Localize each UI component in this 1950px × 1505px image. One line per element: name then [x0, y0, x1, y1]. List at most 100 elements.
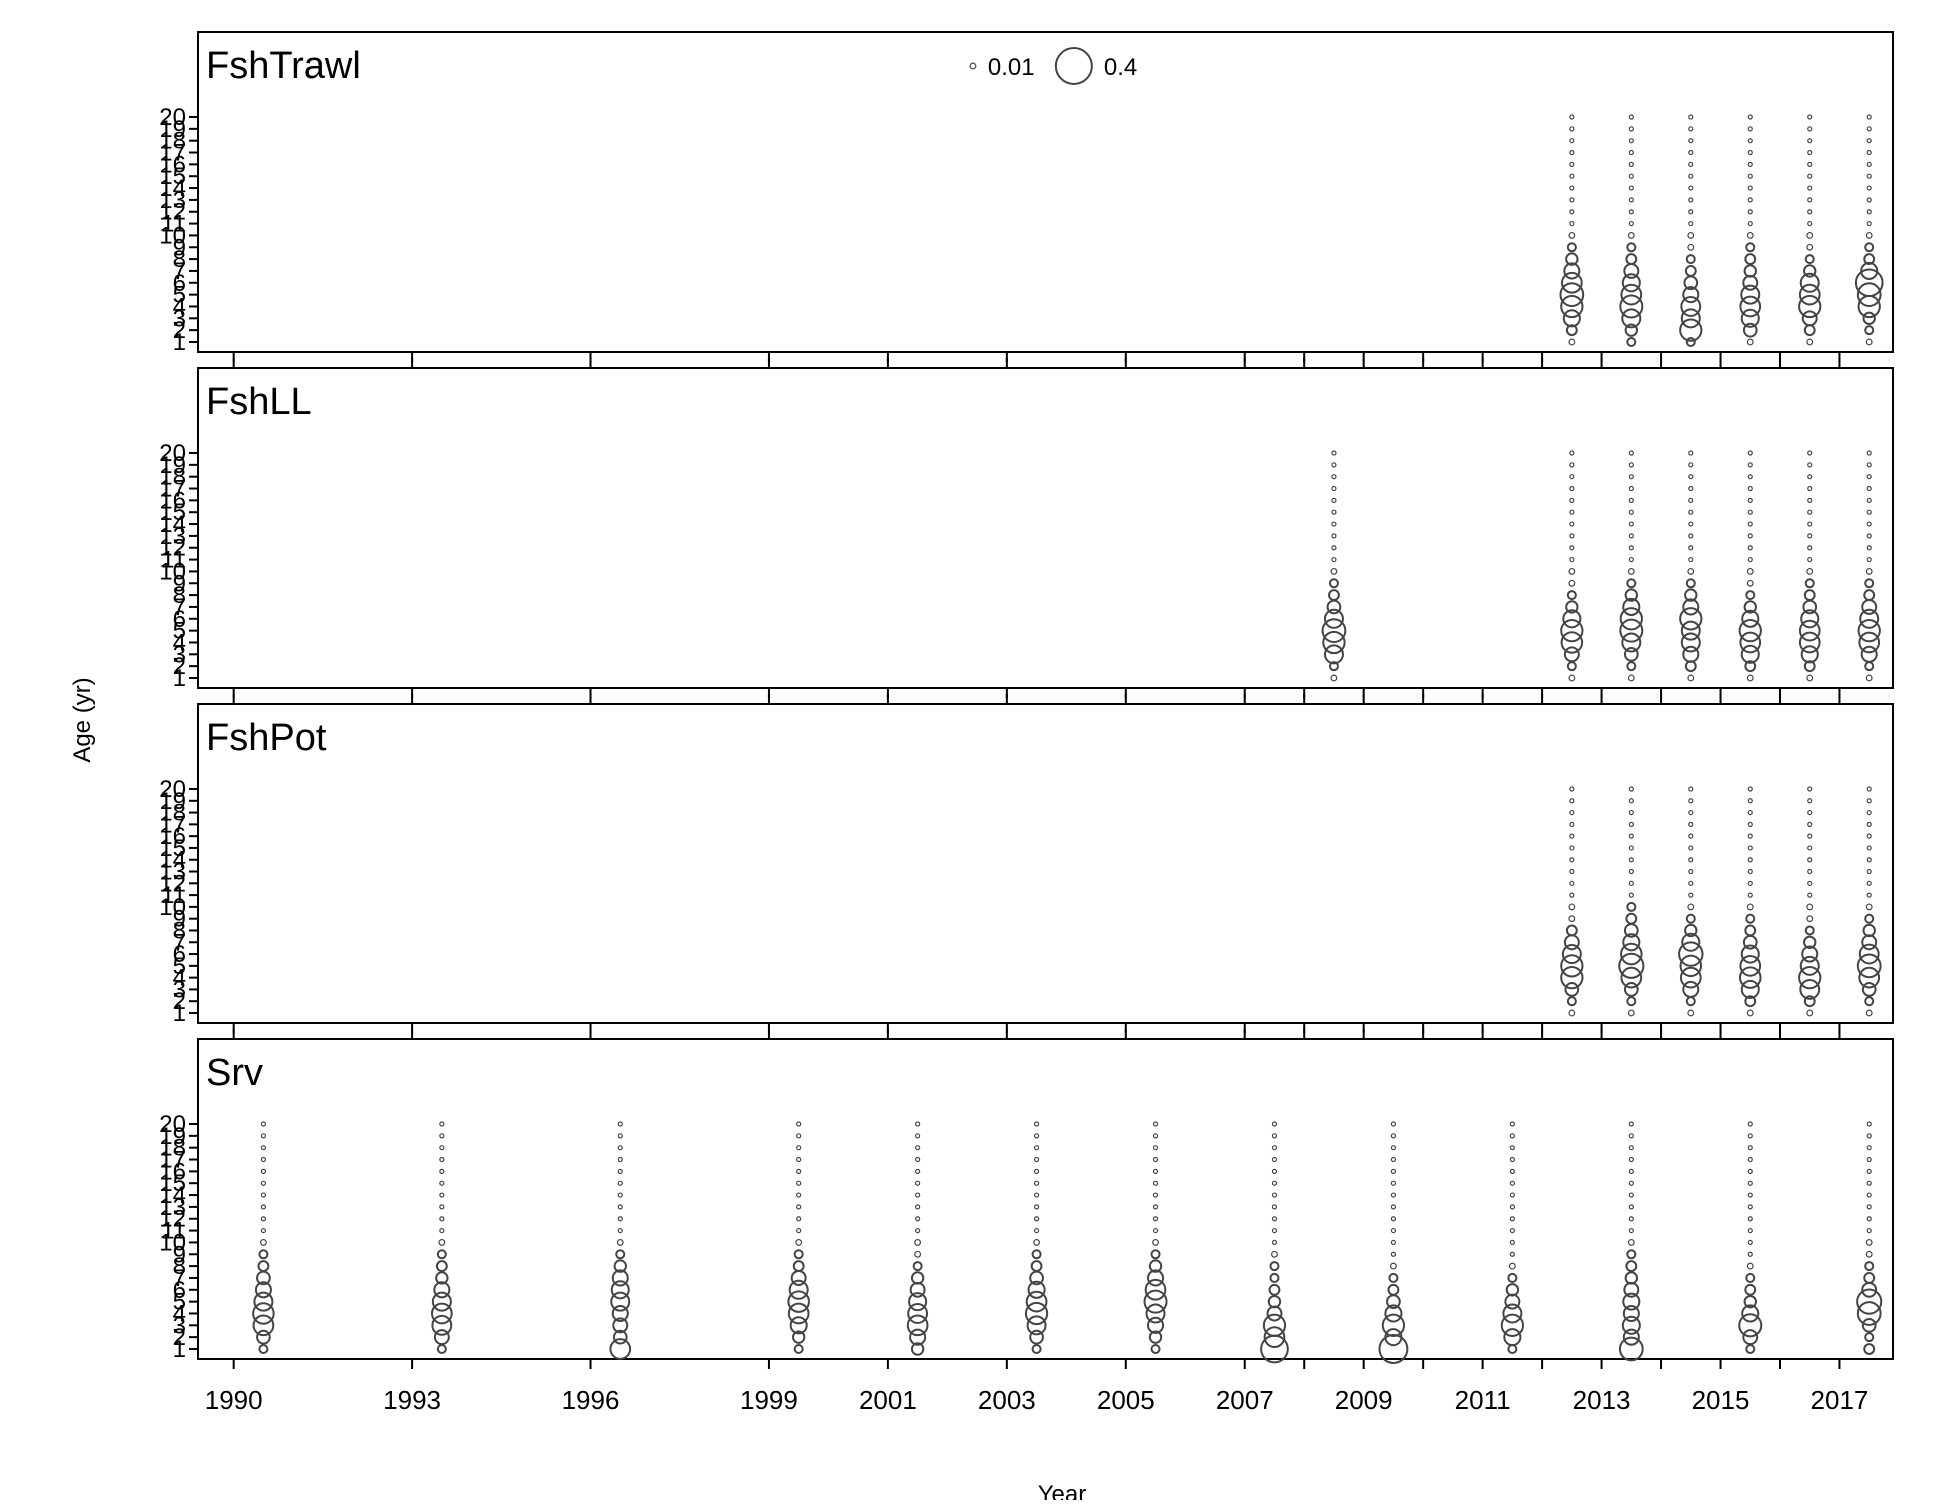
panel-frame: [197, 31, 1894, 353]
y-tick-label: 1: [173, 665, 186, 692]
bubble: [1328, 589, 1340, 602]
bubble: [1688, 880, 1694, 886]
bubble: [1271, 1216, 1278, 1222]
bubble: [1271, 1250, 1278, 1258]
bubble: [439, 1145, 445, 1151]
bubble: [1803, 589, 1816, 602]
bubble: [1803, 995, 1816, 1008]
bubble: [1865, 567, 1873, 575]
bubble: [1628, 880, 1634, 886]
bubble: [1566, 590, 1577, 601]
bubble: [1680, 632, 1701, 653]
bubble: [1569, 173, 1575, 179]
bubble: [1504, 1293, 1521, 1310]
y-tick-label: 6: [173, 606, 186, 633]
bubble: [1807, 138, 1813, 144]
bubble: [1271, 1145, 1278, 1151]
bubble: [1033, 1156, 1040, 1163]
bubble: [1679, 966, 1702, 989]
bubble: [1746, 338, 1754, 346]
bubble: [1033, 1227, 1040, 1234]
bubble: [1866, 868, 1872, 875]
bubble: [1622, 597, 1641, 616]
x-axis-title: Year: [1038, 1481, 1087, 1500]
bubble: [1568, 1009, 1576, 1017]
bubble: [1626, 578, 1637, 589]
bubble: [1688, 462, 1694, 468]
panel-frame: [197, 703, 1894, 1024]
y-tick-label: 20: [159, 104, 186, 131]
bubble: [1864, 913, 1875, 924]
bubble: [791, 1330, 806, 1344]
bubble: [256, 1329, 271, 1345]
bubble: [1865, 1238, 1873, 1246]
bubble: [1626, 336, 1637, 348]
y-tick-label: 19: [159, 1123, 186, 1150]
bubble: [1866, 173, 1872, 179]
bubble: [1807, 798, 1813, 804]
bubble: [1742, 322, 1758, 338]
y-tick-label: 1: [173, 1000, 186, 1027]
bubble: [1688, 892, 1694, 898]
bubble: [1858, 943, 1880, 965]
bubble-column-2014.5: [1679, 114, 1703, 348]
bubble: [1860, 645, 1878, 663]
bubble: [1740, 644, 1760, 664]
bubble: [1687, 231, 1695, 239]
bubble: [617, 1168, 623, 1174]
bubble: [1681, 932, 1701, 952]
bubble: [1747, 1156, 1753, 1163]
bubble: [1150, 1249, 1161, 1260]
bubble: [1628, 126, 1634, 132]
bubble: [1321, 618, 1347, 644]
y-tick-label: 4: [173, 293, 186, 320]
bubble: [1628, 545, 1634, 551]
y-tick-label: 16: [159, 151, 186, 178]
bubble: [796, 1156, 802, 1163]
bubble: [1866, 545, 1872, 551]
bubble: [1807, 809, 1813, 816]
bubble: [1866, 220, 1872, 227]
bubble: [438, 1238, 446, 1246]
y-tick-label: 17: [159, 1147, 186, 1174]
bubble: [1152, 1121, 1159, 1127]
bubble: [1628, 114, 1634, 120]
bubble: [617, 1192, 623, 1198]
bubble: [1682, 645, 1700, 663]
bubble: [1569, 220, 1575, 227]
bubble: [1569, 161, 1575, 167]
bubble: [1688, 149, 1694, 156]
bubble: [1628, 497, 1634, 503]
bubble: [1628, 161, 1634, 167]
bubble: [617, 1133, 623, 1139]
bubble: [1740, 308, 1760, 328]
bubble: [1747, 857, 1753, 863]
bubble: [260, 1133, 267, 1139]
bubble: [1747, 185, 1753, 191]
y-tick-label: 11: [161, 882, 186, 909]
bubble: [431, 1291, 452, 1312]
bubble-column-2009.5: [1378, 1121, 1409, 1364]
bubble: [1864, 1261, 1875, 1272]
bubble: [910, 1342, 925, 1356]
bubble: [431, 1314, 453, 1336]
bubble: [1628, 1192, 1634, 1198]
bubble: [1866, 509, 1872, 515]
bubble: [258, 1249, 269, 1260]
bubble: [1569, 521, 1575, 527]
bubble: [1568, 231, 1576, 239]
bubble: [1746, 579, 1754, 587]
bubble: [796, 1133, 802, 1139]
y-tick-label: 19: [159, 788, 186, 815]
bubble: [1621, 1315, 1641, 1335]
bubble: [1688, 821, 1694, 827]
bubble: [1747, 880, 1753, 886]
bubble: [1390, 1133, 1397, 1139]
bubble: [1746, 1009, 1754, 1017]
bubble: [1271, 1227, 1278, 1234]
bubble: [1688, 114, 1694, 120]
bubble: [1568, 338, 1576, 346]
bubble: [1509, 1239, 1515, 1246]
bubble: [1863, 253, 1876, 266]
